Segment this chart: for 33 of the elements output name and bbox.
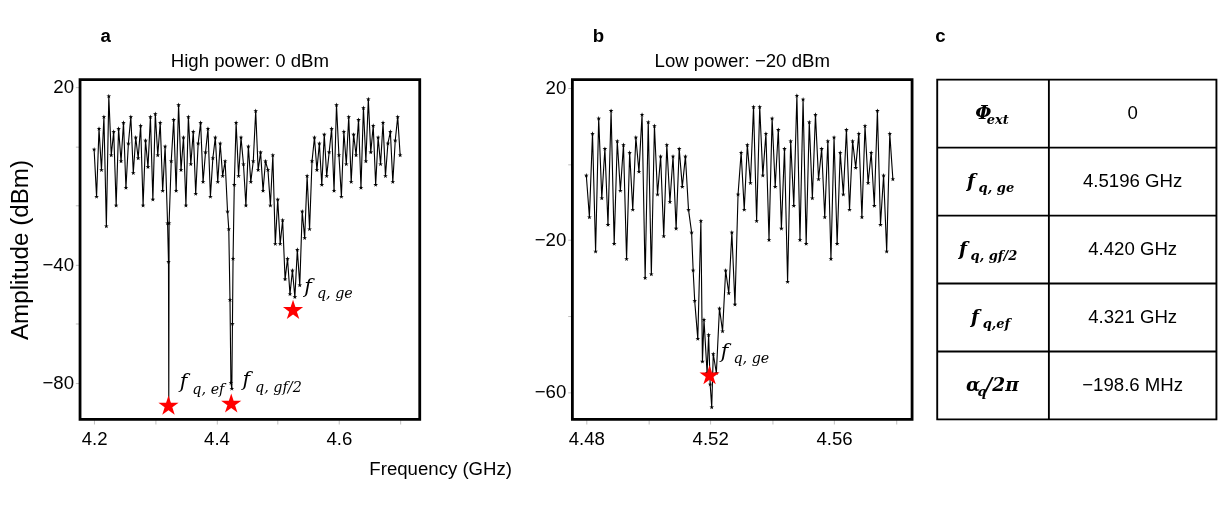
text: −198.6 MHz	[1082, 374, 1184, 395]
text: 4.420 GHz	[1088, 238, 1178, 260]
text: 0	[1127, 102, 1138, 124]
x-axis-title: Frequency (GHz)	[369, 457, 513, 479]
x-tick-label: 4.48	[568, 427, 605, 449]
text: 4.5196 GHz	[1083, 170, 1183, 192]
y-tick-label: 20	[53, 76, 74, 98]
annotation: fq, ge	[302, 273, 353, 302]
y-axis-title: Amplitude (dBm)	[6, 159, 34, 341]
point	[282, 299, 304, 319]
y-tick-label: 20	[545, 77, 567, 99]
annotation: fq, ge	[718, 339, 770, 367]
x-tick-label: 4.2	[81, 427, 108, 449]
text: fq,ef	[969, 306, 1013, 331]
x-tick-label: 4.6	[326, 427, 353, 449]
chart-subtitle: Low power: −20 dBm	[654, 49, 830, 71]
y-tick-label: −80	[42, 371, 74, 393]
annotation: fq, gf/2	[240, 367, 302, 395]
x-tick-label: 4.52	[692, 427, 729, 449]
text: 4.321 GHz	[1088, 306, 1178, 328]
chart-title: a	[100, 25, 112, 47]
y-tick-label: −60	[534, 381, 567, 403]
point	[158, 395, 179, 415]
y-tick-label: −20	[534, 229, 567, 251]
y-tick-label: −40	[42, 253, 74, 275]
x-tick-label: 4.4	[204, 427, 230, 449]
x-tick-label: 4.56	[816, 427, 853, 449]
chart-title: b	[592, 25, 605, 47]
text: fq, ge	[965, 170, 1015, 195]
chart-subtitle: High power: 0 dBm	[170, 49, 330, 71]
text: fq, gf/2	[957, 238, 1018, 263]
text: c	[935, 25, 946, 47]
annotation: fq, ef	[177, 369, 228, 397]
